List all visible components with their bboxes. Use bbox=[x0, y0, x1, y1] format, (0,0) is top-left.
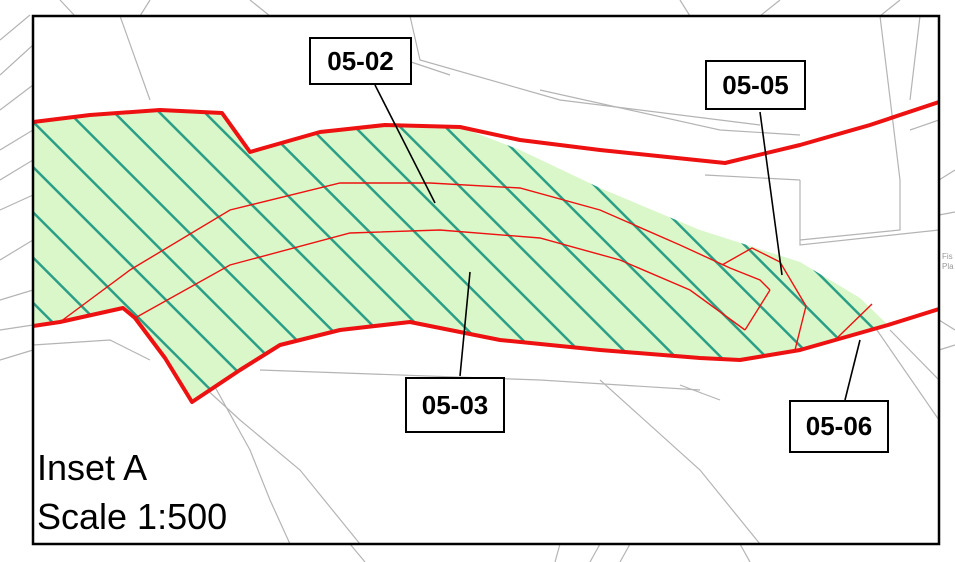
edge-text-line1: Fis bbox=[942, 252, 953, 261]
parcel-label-05-06[interactable]: 05-06 bbox=[789, 400, 889, 453]
leader-05-03 bbox=[459, 271, 471, 377]
leader-05-05 bbox=[759, 111, 783, 276]
leader-05-06 bbox=[844, 339, 861, 401]
inset-scale: Scale 1:500 bbox=[37, 496, 228, 537]
edge-text-line2: Pla bbox=[942, 262, 954, 271]
parcel-area-outer bbox=[33, 110, 888, 402]
parcel-label-05-05[interactable]: 05-05 bbox=[705, 60, 806, 110]
inset-frame bbox=[31, 14, 941, 546]
parcel-label-05-02[interactable]: 05-02 bbox=[309, 37, 412, 85]
parcel-label-05-03[interactable]: 05-03 bbox=[405, 377, 505, 433]
parcel-outlines bbox=[59, 182, 873, 351]
inset-title: Inset A bbox=[37, 447, 148, 488]
boundary-lines bbox=[33, 100, 939, 404]
edge-text: Fis Pla bbox=[942, 252, 954, 272]
leader-lines bbox=[374, 84, 861, 401]
leader-05-02 bbox=[374, 84, 436, 204]
